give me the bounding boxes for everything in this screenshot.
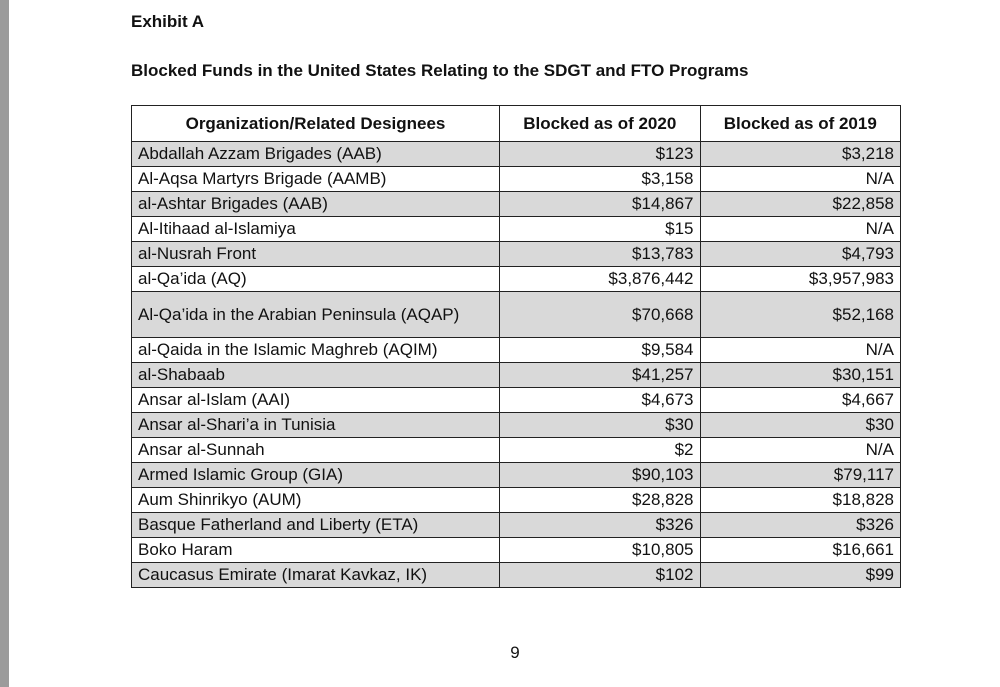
blocked-2019-cell: $326: [699, 512, 901, 538]
organization-cell: Al-Qa’ida in the Arabian Peninsula (AQAP…: [131, 291, 500, 338]
table-row: al-Shabaab $41,257 $30,151: [131, 362, 901, 388]
table-row: Al-Itihaad al-Islamiya $15 N/A: [131, 216, 901, 242]
table-row: al-Qa’ida (AQ) $3,876,442 $3,957,983: [131, 266, 901, 292]
organization-cell: Armed Islamic Group (GIA): [131, 462, 500, 488]
blocked-2020-cell: $2: [499, 437, 701, 463]
header-blocked-2019: Blocked as of 2019: [699, 105, 901, 142]
organization-cell: Caucasus Emirate (Imarat Kavkaz, IK): [131, 562, 500, 588]
blocked-2019-cell: N/A: [699, 216, 901, 242]
organization-cell: Al-Aqsa Martyrs Brigade (AAMB): [131, 166, 500, 192]
page-number: 9: [510, 643, 520, 662]
exhibit-label: Exhibit A: [131, 12, 205, 31]
organization-cell: Boko Haram: [131, 537, 500, 563]
blocked-2020-cell: $3,876,442: [499, 266, 701, 292]
table-header-row: Organization/Related Designees Blocked a…: [131, 105, 901, 142]
blocked-2019-cell: N/A: [699, 166, 901, 192]
table-row: al-Ashtar Brigades (AAB) $14,867 $22,858: [131, 191, 901, 217]
left-edge-bar: [0, 0, 9, 687]
blocked-2019-cell: $79,117: [699, 462, 901, 488]
blocked-2019-cell: $16,661: [699, 537, 901, 563]
table-row: Al-Qa’ida in the Arabian Peninsula (AQAP…: [131, 291, 901, 338]
table-row: Al-Aqsa Martyrs Brigade (AAMB) $3,158 N/A: [131, 166, 901, 192]
organization-cell: al-Shabaab: [131, 362, 500, 388]
organization-cell: Abdallah Azzam Brigades (AAB): [131, 141, 500, 167]
blocked-2020-cell: $13,783: [499, 241, 701, 267]
table-row: al-Qaida in the Islamic Maghreb (AQIM) $9…: [131, 337, 901, 363]
organization-cell: Ansar al-Shari’a in Tunisia: [131, 412, 500, 438]
blocked-2020-cell: $30: [499, 412, 701, 438]
blocked-2020-cell: $41,257: [499, 362, 701, 388]
blocked-2020-cell: $10,805: [499, 537, 701, 563]
organization-cell: al-Qaida in the Islamic Maghreb (AQIM): [131, 337, 500, 363]
blocked-2019-cell: $22,858: [699, 191, 901, 217]
blocked-2020-cell: $123: [499, 141, 701, 167]
header-organization: Organization/Related Designees: [131, 105, 500, 142]
table-row: Ansar al-Islam (AAI) $4,673 $4,667: [131, 387, 901, 413]
table-row: Caucasus Emirate (Imarat Kavkaz, IK) $102…: [131, 562, 901, 588]
blocked-funds-table: Organization/Related Designees Blocked a…: [131, 105, 901, 588]
blocked-2019-cell: $4,793: [699, 241, 901, 267]
blocked-2020-cell: $70,668: [499, 291, 701, 338]
blocked-2020-cell: $9,584: [499, 337, 701, 363]
organization-cell: Al-Itihaad al-Islamiya: [131, 216, 500, 242]
table-row: Ansar al-Shari’a in Tunisia $30 $30: [131, 412, 901, 438]
header-blocked-2020: Blocked as of 2020: [499, 105, 701, 142]
table-row: Boko Haram $10,805 $16,661: [131, 537, 901, 563]
blocked-2019-cell: N/A: [699, 337, 901, 363]
blocked-2020-cell: $28,828: [499, 487, 701, 513]
blocked-2020-cell: $14,867: [499, 191, 701, 217]
blocked-2019-cell: $30: [699, 412, 901, 438]
blocked-2020-cell: $326: [499, 512, 701, 538]
blocked-2019-cell: $30,151: [699, 362, 901, 388]
blocked-2020-cell: $15: [499, 216, 701, 242]
blocked-2019-cell: $3,218: [699, 141, 901, 167]
blocked-2020-cell: $90,103: [499, 462, 701, 488]
table-row: Aum Shinrikyo (AUM) $28,828 $18,828: [131, 487, 901, 513]
blocked-2019-cell: $18,828: [699, 487, 901, 513]
table-row: Armed Islamic Group (GIA) $90,103 $79,117: [131, 462, 901, 488]
table-row: Abdallah Azzam Brigades (AAB) $123 $3,218: [131, 141, 901, 167]
organization-cell: Basque Fatherland and Liberty (ETA): [131, 512, 500, 538]
organization-cell: Ansar al-Sunnah: [131, 437, 500, 463]
table-row: Basque Fatherland and Liberty (ETA) $326 $…: [131, 512, 901, 538]
organization-cell: Ansar al-Islam (AAI): [131, 387, 500, 413]
blocked-2020-cell: $3,158: [499, 166, 701, 192]
blocked-2019-cell: $52,168: [699, 291, 901, 338]
blocked-2020-cell: $4,673: [499, 387, 701, 413]
organization-cell: al-Ashtar Brigades (AAB): [131, 191, 500, 217]
table-row: al-Nusrah Front $13,783 $4,793: [131, 241, 901, 267]
organization-cell: al-Qa’ida (AQ): [131, 266, 500, 292]
organization-cell: Aum Shinrikyo (AUM): [131, 487, 500, 513]
blocked-2019-cell: $99: [699, 562, 901, 588]
blocked-2019-cell: $4,667: [699, 387, 901, 413]
blocked-2019-cell: N/A: [699, 437, 901, 463]
blocked-2020-cell: $102: [499, 562, 701, 588]
organization-cell: al-Nusrah Front: [131, 241, 500, 267]
blocked-2019-cell: $3,957,983: [699, 266, 901, 292]
document-title: Blocked Funds in the United States Relat…: [131, 61, 749, 80]
table-row: Ansar al-Sunnah $2 N/A: [131, 437, 901, 463]
table-body: Abdallah Azzam Brigades (AAB) $123 $3,218 A…: [131, 141, 901, 588]
